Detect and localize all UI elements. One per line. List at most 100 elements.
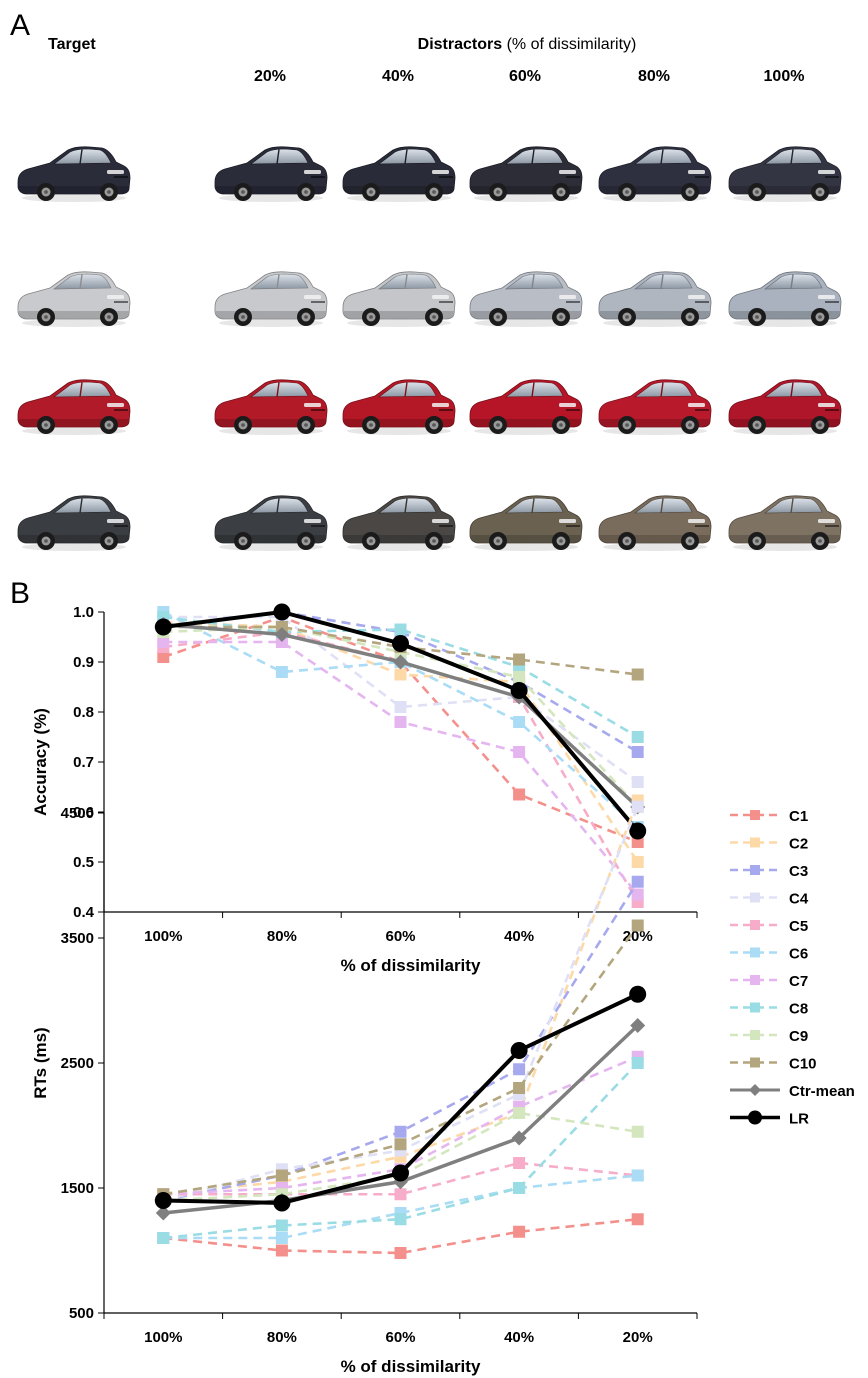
data-point (273, 603, 291, 621)
car-image (214, 271, 328, 327)
x-tick-label: 20% (623, 928, 653, 945)
x-tick-label: 40% (504, 928, 534, 945)
data-point (275, 1219, 288, 1232)
y-tick-label: 1.0 (73, 604, 94, 621)
series-line (163, 1217, 638, 1255)
data-point (631, 776, 644, 788)
car-image (214, 379, 328, 435)
data-point (393, 654, 408, 670)
legend-marker (750, 1030, 760, 1040)
car-image (17, 271, 131, 327)
y-tick-label: 3500 (61, 930, 94, 947)
series-line (163, 625, 638, 676)
distractor-column-labels: 20% 40% 60% 80% 100% (254, 68, 804, 85)
column-label: 100% (764, 68, 805, 85)
legend-marker (750, 1002, 760, 1013)
data-point (157, 1232, 170, 1244)
series-c8 (157, 1057, 644, 1244)
column-label: 40% (382, 68, 414, 85)
legend: C1 C2 C3 C4 C5 C6 C7 C8 C9 C10 Ctr-mean LR (730, 808, 855, 1128)
column-label: 80% (638, 68, 670, 85)
car-image (598, 146, 712, 202)
car-image (598, 271, 712, 327)
legend-label: C7 (789, 973, 808, 990)
y-tick-label: 0.7 (73, 754, 94, 771)
column-label: 20% (254, 68, 286, 85)
legend-item-ctr-mean: Ctr-mean (730, 1083, 855, 1100)
car-image (17, 146, 131, 202)
legend-marker (750, 810, 760, 820)
legend-label: C3 (789, 863, 808, 880)
data-point (513, 1225, 526, 1238)
data-point (631, 746, 644, 758)
data-point (631, 668, 644, 681)
car-image (342, 379, 456, 435)
legend-item-c9: C9 (730, 1028, 808, 1045)
car-image (17, 495, 131, 551)
data-point (513, 1082, 526, 1094)
x-tick-label: 100% (144, 1329, 182, 1346)
data-point (513, 1157, 526, 1169)
car-image (17, 379, 131, 435)
series-c7 (157, 636, 644, 901)
distractors-header: Distractors (% of dissimilarity) (418, 36, 637, 53)
series-line (163, 1062, 639, 1240)
legend-label: C8 (789, 1001, 808, 1018)
data-point (629, 985, 647, 1003)
car-image (598, 379, 712, 435)
y-tick-label: 500 (69, 1305, 94, 1322)
data-point (275, 666, 288, 678)
legend-marker (750, 920, 760, 930)
x-tick-label: 60% (385, 1329, 415, 1346)
data-point (394, 701, 407, 713)
car-image (469, 495, 583, 551)
x-tick-label: 40% (504, 1329, 534, 1346)
legend-item-c6: C6 (730, 946, 808, 963)
data-point (631, 888, 644, 901)
series-line (163, 1174, 638, 1240)
legend-marker (749, 1084, 761, 1096)
rt-chart: 500 1500 2500 3500 4500 100% 80% 60% 40% 20% % of … (31, 794, 698, 1376)
legend-label: LR (789, 1111, 809, 1128)
panel-b-label: B (10, 577, 30, 610)
legend-label: C10 (789, 1056, 817, 1073)
data-point (631, 836, 644, 848)
data-point (513, 1107, 526, 1119)
y-tick-label: 0.4 (73, 904, 95, 921)
data-point (157, 651, 170, 663)
legend-label: Ctr-mean (789, 1083, 855, 1100)
legend-marker (750, 975, 760, 985)
column-label: 60% (509, 68, 541, 85)
car-image (728, 146, 842, 202)
legend-marker (748, 1110, 762, 1125)
data-point (513, 716, 526, 728)
series-line (163, 1111, 638, 1202)
legend-item-c2: C2 (730, 836, 808, 853)
data-point (513, 1182, 526, 1194)
data-point (394, 716, 407, 728)
data-point (510, 1042, 528, 1059)
y-tick-label: 4500 (61, 805, 94, 822)
car-image (342, 271, 456, 327)
data-point (631, 1125, 644, 1138)
car-image (728, 271, 842, 327)
x-tick-label: 80% (267, 928, 297, 945)
data-point (510, 682, 528, 699)
data-point (154, 618, 172, 636)
series-line (162, 610, 639, 828)
legend-item-c5: C5 (730, 918, 808, 935)
legend-item-c1: C1 (730, 808, 808, 825)
distractors-header-rest: (% of dissimilarity) (502, 36, 636, 53)
legend-label: C4 (789, 891, 809, 908)
x-tick-label: 100% (144, 928, 182, 945)
data-point (630, 1018, 646, 1033)
car-image (214, 495, 328, 551)
distractors-header-bold: Distractors (418, 36, 503, 53)
car-image (469, 146, 583, 202)
y-tick-label: 0.5 (73, 854, 94, 871)
data-point (392, 1164, 409, 1182)
legend-label: C2 (789, 836, 808, 853)
data-point (394, 668, 407, 681)
car-image (469, 379, 583, 435)
car-image (728, 495, 842, 551)
